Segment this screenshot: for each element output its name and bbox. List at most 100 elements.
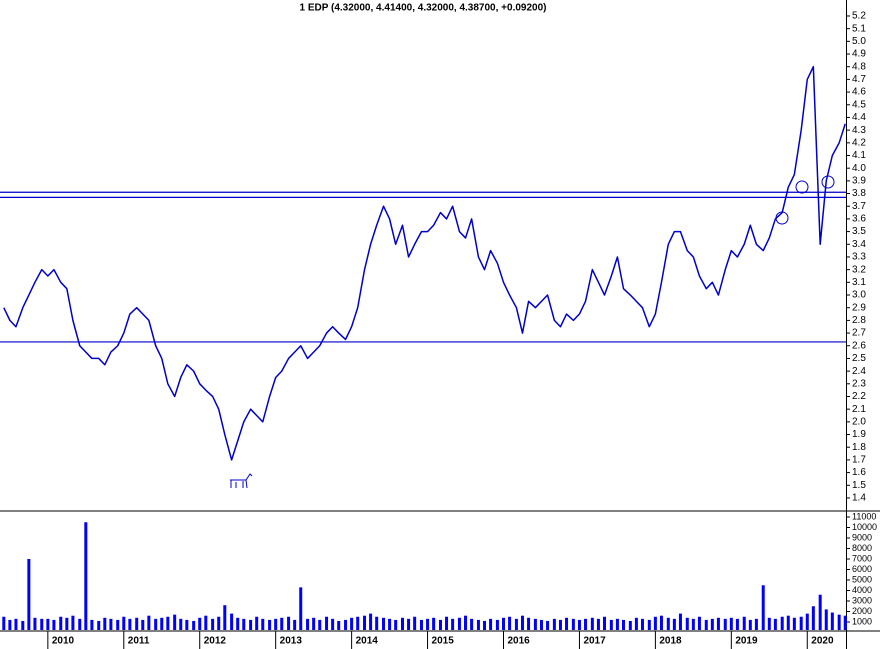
volume-bar bbox=[59, 616, 63, 630]
volume-bar bbox=[217, 616, 221, 630]
volume-bar bbox=[122, 616, 126, 630]
y-tick-label: 4.5 bbox=[852, 99, 866, 110]
y-tick-label: 4.7 bbox=[852, 74, 866, 85]
y-tick-label: 3.4 bbox=[852, 239, 866, 250]
volume-bar bbox=[653, 616, 657, 630]
volume-bar bbox=[166, 616, 170, 630]
volume-bar bbox=[723, 618, 727, 630]
volume-bar bbox=[659, 615, 663, 630]
volume-bar bbox=[792, 617, 796, 630]
volume-bar bbox=[647, 619, 651, 630]
volume-bar bbox=[14, 618, 18, 630]
y-tick-label: 1.6 bbox=[852, 467, 866, 478]
volume-bar bbox=[299, 587, 303, 630]
y-tick-label: 5.0 bbox=[852, 36, 866, 47]
y-tick-label: 5000 bbox=[852, 574, 872, 584]
volume-bar bbox=[634, 617, 638, 630]
volume-bar bbox=[678, 613, 682, 630]
x-tick-label: 2018 bbox=[659, 636, 682, 647]
y-tick-label: 3.6 bbox=[852, 214, 866, 225]
volume-bar bbox=[824, 609, 828, 630]
volume-bar bbox=[495, 619, 499, 630]
volume-bar bbox=[71, 615, 75, 630]
volume-bar bbox=[754, 618, 758, 630]
volume-bar bbox=[147, 615, 151, 630]
volume-bar bbox=[40, 618, 44, 630]
volume-bar bbox=[312, 617, 316, 630]
y-tick-label: 1000 bbox=[852, 616, 872, 626]
y-tick-label: 2.7 bbox=[852, 328, 866, 339]
y-tick-label: 2.1 bbox=[852, 404, 866, 415]
y-tick-label: 4.3 bbox=[852, 125, 866, 136]
y-tick-label: 4.0 bbox=[852, 163, 866, 174]
y-tick-label: 6000 bbox=[852, 564, 872, 574]
volume-bar bbox=[382, 617, 386, 630]
y-tick-label: 2.6 bbox=[852, 340, 866, 351]
volume-bar bbox=[344, 619, 348, 630]
volume-bar bbox=[552, 618, 556, 630]
volume-bar bbox=[603, 616, 607, 630]
y-tick-label: 5.2 bbox=[852, 11, 866, 22]
volume-bar bbox=[230, 613, 234, 630]
volume-bar bbox=[685, 617, 689, 630]
volume-bar bbox=[577, 619, 581, 630]
volume-bar bbox=[84, 522, 88, 630]
y-tick-label: 2.5 bbox=[852, 353, 866, 364]
volume-bar bbox=[438, 619, 442, 630]
volume-bar bbox=[539, 619, 543, 630]
volume-bar bbox=[818, 594, 822, 630]
volume-bar bbox=[192, 620, 196, 630]
volume-bar bbox=[609, 619, 613, 630]
volume-bar bbox=[457, 617, 461, 630]
y-tick-label: 4.8 bbox=[852, 61, 866, 72]
y-tick-label: 10000 bbox=[852, 522, 877, 532]
y-tick-label: 3.3 bbox=[852, 252, 866, 263]
volume-bar bbox=[830, 612, 834, 630]
y-tick-label: 2.9 bbox=[852, 302, 866, 313]
y-tick-label: 11000 bbox=[852, 511, 876, 521]
volume-bar bbox=[90, 619, 94, 630]
y-tick-label: 4000 bbox=[852, 585, 872, 595]
volume-bar bbox=[596, 618, 600, 630]
volume-bar bbox=[799, 616, 803, 630]
price-line bbox=[3, 65, 846, 461]
volume-bar bbox=[451, 618, 455, 630]
volume-bar bbox=[470, 618, 474, 630]
volume-bar bbox=[621, 619, 625, 630]
volume-bar bbox=[52, 619, 56, 630]
y-tick-label: 9000 bbox=[852, 532, 872, 542]
volume-bar bbox=[508, 616, 512, 630]
x-tick-label: 2016 bbox=[507, 636, 530, 647]
volume-bar bbox=[419, 619, 423, 630]
volume-bar bbox=[445, 616, 449, 630]
volume-bar bbox=[293, 619, 297, 630]
volume-bar bbox=[514, 618, 518, 630]
volume-bar bbox=[242, 618, 246, 630]
volume-bar bbox=[464, 615, 468, 630]
volume-bar bbox=[527, 617, 531, 630]
signal-circle bbox=[795, 180, 809, 194]
volume-bar bbox=[160, 617, 164, 630]
volume-bar bbox=[325, 616, 329, 630]
x-tick-label: 2010 bbox=[52, 636, 75, 647]
volume-bar bbox=[198, 617, 202, 630]
y-tick-label: 8000 bbox=[852, 543, 872, 553]
volume-bar bbox=[590, 617, 594, 630]
volume-bar bbox=[805, 613, 809, 630]
volume-bar bbox=[811, 606, 815, 630]
volume-bar bbox=[697, 616, 701, 630]
volume-bar bbox=[331, 618, 335, 630]
y-tick-label: 4.9 bbox=[852, 49, 866, 60]
volume-bar bbox=[128, 618, 132, 630]
volume-bar bbox=[388, 618, 392, 630]
x-tick-label: 2017 bbox=[583, 636, 606, 647]
x-tick-label: 2015 bbox=[432, 636, 455, 647]
y-tick-label: 2.0 bbox=[852, 416, 866, 427]
volume-bar bbox=[837, 614, 841, 630]
volume-bar bbox=[483, 620, 487, 630]
volume-bar bbox=[179, 618, 183, 630]
y-tick-label: 1.9 bbox=[852, 429, 866, 440]
y-tick-label: 1.4 bbox=[852, 493, 866, 504]
volume-bar bbox=[767, 617, 771, 630]
